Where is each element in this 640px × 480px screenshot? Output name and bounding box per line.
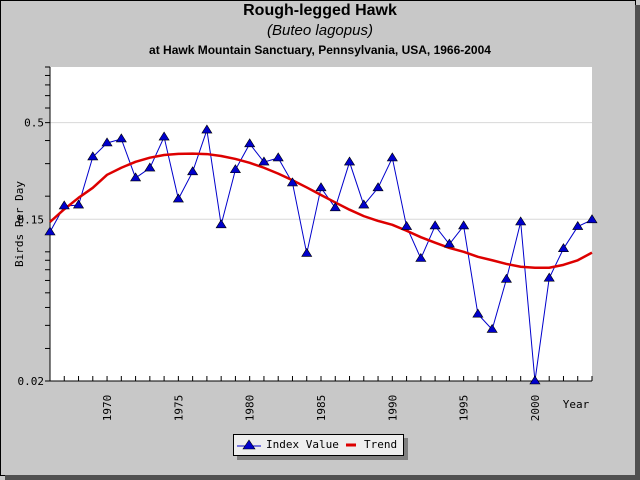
data-point-marker [215,219,227,229]
data-point-marker [315,182,327,192]
data-point-marker [258,156,270,166]
data-point-marker [58,200,70,210]
chart-subtitle: (Buteo lagopus) [267,22,373,39]
data-point-marker [72,199,85,209]
data-point-marker [272,152,284,162]
data-point-marker [201,124,213,134]
data-point-marker [301,247,313,257]
data-point-marker [415,252,427,262]
data-point-marker [429,220,441,230]
data-point-marker [372,182,384,192]
data-point-marker [443,238,455,248]
data-point-marker [144,162,156,172]
data-point-marker [586,214,598,224]
data-point-marker [44,226,56,236]
data-point-marker [529,375,541,385]
trend-line [49,152,593,269]
legend-item-index: Index Value [237,438,339,451]
x-tick-label: 1985 [315,395,328,422]
legend-label-trend: Trend [364,438,398,451]
data-point-marker [472,308,484,318]
data-point-marker [130,172,142,182]
data-point-marker [87,151,99,161]
plot-background [50,67,592,381]
y-tick-label: 0.15 [18,213,45,226]
data-point-marker [329,202,341,212]
legend-item-trend: Trend [346,438,397,451]
data-point-marker [500,273,512,283]
frame-shadow [635,5,640,480]
chart-title: Rough-legged Hawk [243,2,397,19]
data-point-marker [572,220,584,230]
trend-line-icon [346,443,356,446]
data-point-marker [386,152,398,162]
data-point-marker [158,131,170,141]
x-tick-label: 1975 [172,395,185,422]
y-tick-label: 0.02 [18,375,45,388]
data-point-marker [101,137,113,147]
legend-label-index: Index Value [266,438,339,451]
data-point-marker [343,156,356,166]
x-tick-label: 1970 [101,395,114,422]
x-tick-label: 1990 [386,395,399,422]
y-axis-label: Birds Per Day [13,181,26,267]
data-point-marker [401,220,413,230]
data-point-marker [229,164,241,174]
frame-shadow [5,475,640,480]
x-tick-label: 1980 [244,395,257,422]
data-point-marker [515,216,527,226]
data-point-marker [486,323,498,333]
data-point-marker [172,193,184,203]
chart-location: at Hawk Mountain Sanctuary, Pennsylvania… [149,43,491,57]
y-tick-label: 0.5 [24,117,44,130]
data-point-marker [543,272,555,282]
x-tick-label: 1995 [458,395,471,422]
data-point-marker [458,220,470,230]
data-point-marker [358,199,370,209]
x-axis-label: Year [563,398,590,411]
data-point-marker [557,243,570,252]
data-point-marker [115,133,127,143]
x-tick-label: 2000 [529,395,542,422]
triangle-marker-icon [237,438,261,449]
data-point-marker [244,138,256,148]
legend: Index Value Trend [233,434,404,456]
data-point-marker [286,177,299,187]
data-point-marker [187,166,199,176]
